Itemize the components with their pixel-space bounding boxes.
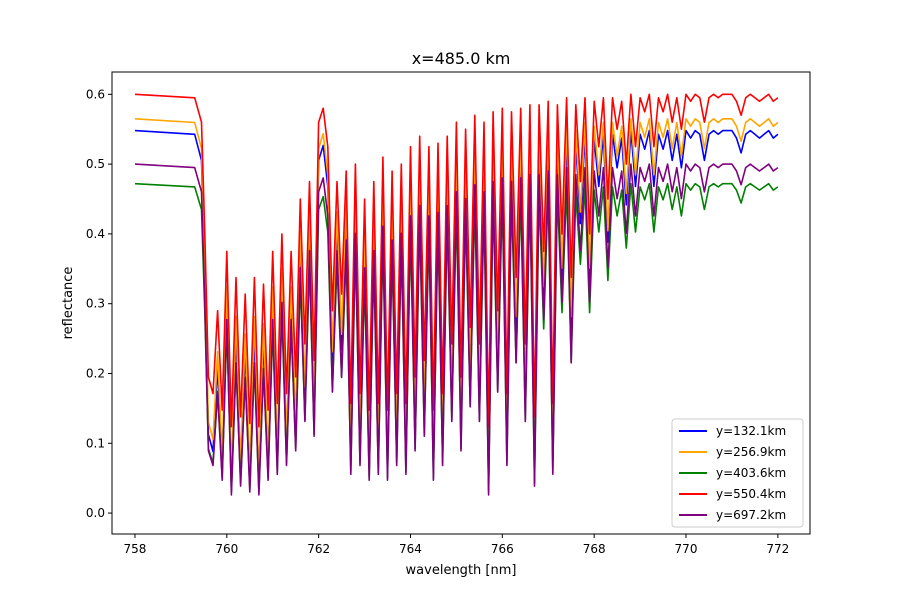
legend-label: y=550.4km bbox=[716, 487, 786, 501]
legend-label: y=697.2km bbox=[716, 508, 786, 522]
x-tick-label: 764 bbox=[399, 542, 422, 556]
legend-entries: y=132.1km y=256.9km y=403.6km y=550.4km y=69… bbox=[679, 424, 786, 522]
y-tick-label: 0.0 bbox=[86, 506, 105, 520]
x-axis-ticks: 758 760 762 764 766 768 770 772 bbox=[124, 534, 789, 556]
chart-title: x=485.0 km bbox=[412, 49, 511, 68]
y-tick-label: 0.3 bbox=[86, 297, 105, 311]
y-axis-label: reflectance bbox=[61, 267, 76, 340]
y-tick-label: 0.1 bbox=[86, 436, 105, 450]
plot-frame bbox=[111, 71, 811, 535]
series-line-4 bbox=[134, 93, 779, 428]
x-tick-label: 768 bbox=[583, 542, 606, 556]
series-line-5 bbox=[134, 163, 779, 496]
x-tick-label: 772 bbox=[766, 542, 789, 556]
legend: y=132.1km y=256.9km y=403.6km y=550.4km y=69… bbox=[671, 418, 804, 528]
legend-label: y=256.9km bbox=[716, 445, 786, 459]
y-tick-label: 0.6 bbox=[86, 87, 105, 101]
legend-box bbox=[671, 418, 804, 528]
x-axis-label: wavelength [nm] bbox=[406, 563, 517, 578]
x-tick-label: 758 bbox=[124, 542, 147, 556]
y-axis-ticks: 0.0 0.1 0.2 0.3 0.4 0.5 0.6 bbox=[86, 87, 112, 520]
x-tick-label: 760 bbox=[215, 542, 238, 556]
y-tick-label: 0.5 bbox=[86, 157, 105, 171]
y-tick-label: 0.2 bbox=[86, 366, 105, 380]
plot-lines bbox=[134, 93, 779, 496]
x-tick-label: 770 bbox=[675, 542, 698, 556]
x-tick-label: 762 bbox=[307, 542, 330, 556]
legend-label: y=132.1km bbox=[716, 424, 786, 438]
legend-label: y=403.6km bbox=[716, 466, 786, 480]
y-tick-label: 0.4 bbox=[86, 227, 105, 241]
x-tick-label: 766 bbox=[491, 542, 514, 556]
